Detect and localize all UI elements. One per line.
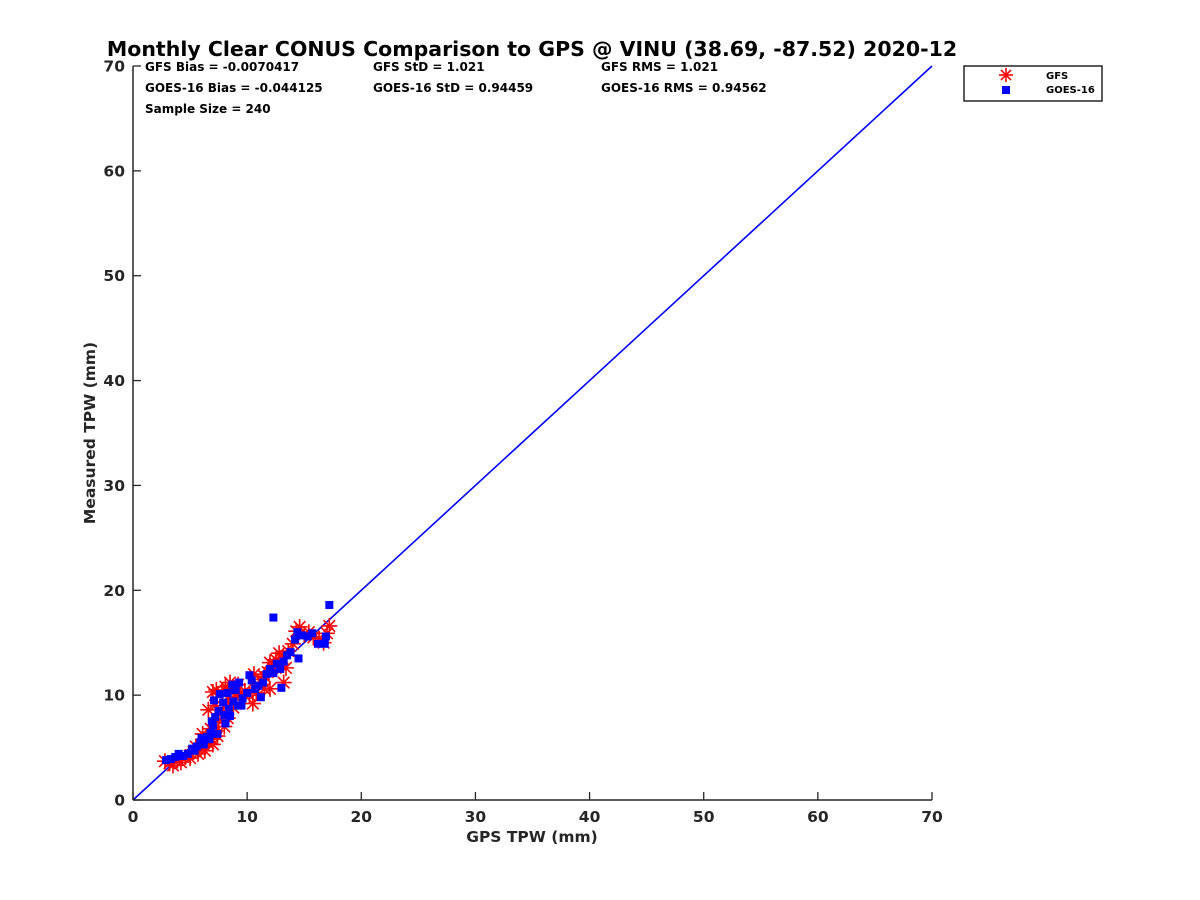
x-tick-label: 0 (128, 808, 139, 826)
goes16-point (325, 600, 334, 609)
goes16-point (207, 717, 216, 726)
y-tick-label: 20 (103, 582, 125, 600)
x-tick-label: 50 (693, 808, 715, 826)
goes16-point (237, 701, 246, 710)
goes16-point (320, 639, 329, 648)
goes16-point (269, 613, 278, 622)
y-axis-label: Measured TPW (mm) (81, 342, 99, 524)
goes16-point (197, 734, 206, 743)
goes16-point (205, 735, 214, 744)
x-tick-label: 40 (579, 808, 601, 826)
goes16-point (265, 664, 274, 673)
goes16-point (294, 654, 303, 663)
goes16-series (162, 600, 334, 765)
goes16-point (206, 728, 215, 737)
stat-annotation: GFS Bias = -0.0070417 (145, 60, 299, 74)
goes16-point (243, 689, 252, 698)
goes16-point (235, 678, 244, 687)
goes16-point (211, 713, 220, 722)
x-tick-label: 20 (350, 808, 372, 826)
stat-annotation: Sample Size = 240 (145, 102, 271, 116)
goes16-point (220, 711, 229, 720)
legend-gfs-marker (999, 68, 1013, 82)
x-tick-label: 30 (465, 808, 487, 826)
goes16-point (238, 694, 247, 703)
goes16-point (297, 631, 306, 640)
goes16-point (293, 628, 302, 637)
y-tick-label: 60 (103, 162, 125, 180)
goes16-point (286, 648, 295, 657)
y-tick-label: 50 (103, 267, 125, 285)
goes16-point (303, 632, 312, 641)
x-axis-label: GPS TPW (mm) (466, 828, 598, 846)
goes16-point (256, 693, 265, 702)
legend-box (963, 65, 1103, 102)
x-tick-label: 10 (236, 808, 258, 826)
goes16-point (272, 659, 281, 668)
stat-annotation: GOES-16 StD = 0.94459 (373, 81, 533, 95)
goes16-point (291, 635, 300, 644)
goes16-point (179, 751, 188, 760)
goes16-point (228, 680, 237, 689)
goes16-point (254, 681, 263, 690)
stat-annotation: GFS RMS = 1.021 (601, 60, 718, 74)
goes16-point (199, 740, 208, 749)
y-tick-label: 10 (103, 687, 125, 705)
goes16-point (210, 696, 219, 705)
legend-goes16-label: GOES-16 (1046, 85, 1095, 96)
goes16-point (162, 756, 171, 765)
goes16-point (214, 706, 223, 715)
goes16-point (308, 629, 317, 638)
y-tick-label: 30 (103, 477, 125, 495)
goes16-point (245, 671, 254, 680)
goes16-point (321, 632, 330, 641)
y-tick-label: 40 (103, 372, 125, 390)
legend: GFS GOES-16 (963, 65, 1103, 102)
chart-title: Monthly Clear CONUS Comparison to GPS @ … (107, 37, 957, 61)
goes16-point (276, 664, 285, 673)
legend-gfs-label: GFS (1046, 71, 1068, 82)
stat-annotation: GFS StD = 1.021 (373, 60, 485, 74)
goes16-point (279, 657, 288, 666)
goes16-point (226, 712, 235, 721)
x-tick-label: 70 (921, 808, 943, 826)
y-tick-label: 70 (103, 58, 125, 76)
goes16-point (213, 729, 222, 738)
goes16-point (247, 676, 256, 685)
goes16-point (313, 639, 322, 648)
axes: 0 10 20 30 40 50 60 70 0 10 20 30 40 50 60 70 (103, 58, 943, 827)
goes16-point (215, 690, 224, 699)
goes16-point (259, 678, 268, 687)
goes16-point (183, 749, 192, 758)
legend-gfs-asterisk (999, 68, 1013, 82)
goes16-point (192, 742, 201, 751)
legend-goes16-marker (1002, 86, 1010, 94)
stats-annotations: GFS Bias = -0.0070417 GFS StD = 1.021 GFS … (145, 60, 767, 116)
goes16-point (231, 685, 240, 694)
goes16-point (166, 755, 175, 764)
goes16-point (221, 719, 230, 728)
stat-annotation: GOES-16 RMS = 0.94562 (601, 81, 767, 95)
goes16-point (229, 697, 238, 706)
goes16-point (219, 698, 228, 707)
x-tick-label: 60 (807, 808, 829, 826)
goes16-point (277, 683, 286, 692)
goes16-point (190, 746, 199, 755)
goes16-point (223, 689, 232, 698)
y-tick-label: 0 (114, 792, 125, 810)
stat-annotation: GOES-16 Bias = -0.044125 (145, 81, 323, 95)
goes16-point (224, 704, 233, 713)
goes16-point (262, 670, 271, 679)
goes16-point (174, 749, 183, 758)
goes16-point (208, 721, 217, 730)
goes16-point (269, 669, 278, 678)
